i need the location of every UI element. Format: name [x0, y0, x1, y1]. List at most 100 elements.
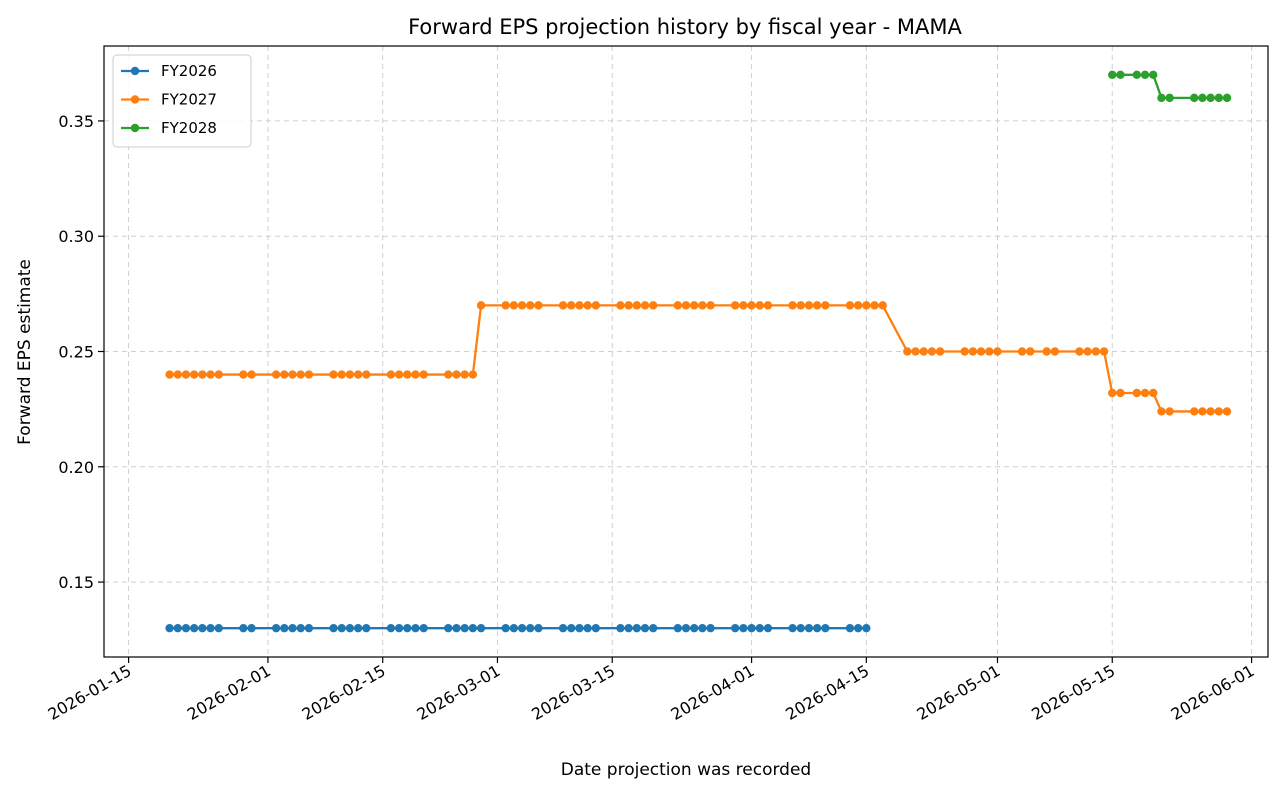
data-point — [698, 301, 707, 310]
data-point — [853, 301, 863, 310]
y-tick-label: 0.35 — [58, 112, 94, 131]
data-point — [1108, 388, 1117, 398]
data-point — [198, 623, 207, 633]
data-point — [296, 370, 305, 379]
x-tick-label: 2026-04-01 — [668, 661, 758, 724]
data-point — [976, 347, 986, 356]
data-point — [296, 623, 305, 633]
data-point — [337, 370, 346, 379]
data-point — [1042, 347, 1051, 356]
data-point — [681, 623, 691, 633]
legend-label: FY2026 — [161, 62, 217, 80]
data-point — [288, 370, 297, 379]
data-point — [1214, 93, 1224, 103]
data-point — [698, 623, 707, 633]
data-point — [796, 623, 805, 633]
data-point — [583, 623, 592, 633]
data-point — [845, 301, 855, 310]
data-point — [812, 623, 822, 633]
data-point — [689, 623, 699, 633]
data-point — [804, 301, 814, 310]
data-point — [845, 623, 855, 633]
grid-lines — [104, 46, 1268, 657]
data-point — [460, 370, 469, 379]
data-point — [739, 623, 748, 633]
data-point — [821, 623, 830, 633]
data-point — [173, 623, 182, 633]
data-point — [304, 623, 314, 633]
data-point — [1132, 70, 1142, 80]
data-point — [796, 301, 805, 310]
data-point — [673, 301, 683, 310]
data-point — [476, 623, 486, 633]
data-point — [911, 347, 920, 356]
data-point — [1206, 407, 1215, 416]
data-point — [271, 623, 281, 633]
data-point — [649, 301, 658, 310]
data-point — [985, 347, 994, 356]
data-point — [526, 301, 535, 310]
data-point — [1214, 407, 1224, 416]
legend-label: FY2028 — [161, 119, 217, 137]
y-tick-label: 0.30 — [58, 227, 94, 246]
data-point — [616, 301, 625, 310]
data-point — [1050, 347, 1060, 356]
y-axis-label: Forward EPS estimate — [15, 259, 35, 445]
data-point — [198, 370, 207, 379]
data-point — [1206, 93, 1215, 103]
y-tick-label: 0.15 — [58, 573, 94, 592]
data-point — [403, 370, 412, 379]
data-point — [1116, 388, 1125, 398]
data-point — [624, 623, 633, 633]
data-point — [1075, 347, 1084, 356]
data-point — [649, 623, 658, 633]
data-point — [1108, 70, 1117, 80]
data-point — [730, 301, 740, 310]
data-point — [755, 301, 764, 310]
x-tick-label: 2026-03-15 — [528, 661, 618, 724]
x-axis-label: Date projection was recorded — [561, 760, 811, 780]
data-point — [591, 623, 601, 633]
data-point — [419, 370, 428, 379]
data-point — [1190, 93, 1199, 103]
y-tick-label: 0.20 — [58, 458, 94, 477]
legend-item-fy2026: FY2026 — [121, 62, 217, 80]
data-point — [1157, 407, 1166, 416]
legend-marker — [130, 95, 140, 104]
data-point — [575, 623, 584, 633]
data-point — [632, 623, 642, 633]
data-point — [591, 301, 601, 310]
data-point — [763, 623, 773, 633]
data-point — [862, 623, 871, 633]
data-point — [919, 347, 928, 356]
data-point — [526, 623, 535, 633]
data-point — [1017, 347, 1027, 356]
data-point — [804, 623, 814, 633]
data-point — [558, 301, 568, 310]
data-point — [534, 623, 543, 633]
data-point — [1165, 93, 1174, 103]
data-point — [181, 623, 191, 633]
series-layer — [165, 70, 1232, 633]
data-point — [960, 347, 969, 356]
data-point — [271, 370, 281, 379]
data-point — [304, 370, 314, 379]
data-point — [452, 623, 461, 633]
data-point — [567, 301, 576, 310]
data-point — [706, 301, 715, 310]
data-point — [632, 301, 642, 310]
data-point — [181, 370, 191, 379]
data-point — [353, 623, 363, 633]
x-tick-label: 2026-03-01 — [413, 661, 503, 724]
data-point — [189, 370, 199, 379]
legend-marker — [130, 66, 140, 76]
legend-marker — [130, 123, 140, 133]
data-point — [214, 370, 223, 379]
data-point — [329, 623, 338, 633]
x-axis-ticks: 2026-01-15 2026-02-01 2026-02-15 2026-03-01… — [45, 657, 1258, 724]
chart-title: Forward EPS projection history by fiscal… — [408, 15, 962, 39]
data-point — [362, 623, 371, 633]
data-point — [739, 301, 748, 310]
data-point — [788, 301, 797, 310]
